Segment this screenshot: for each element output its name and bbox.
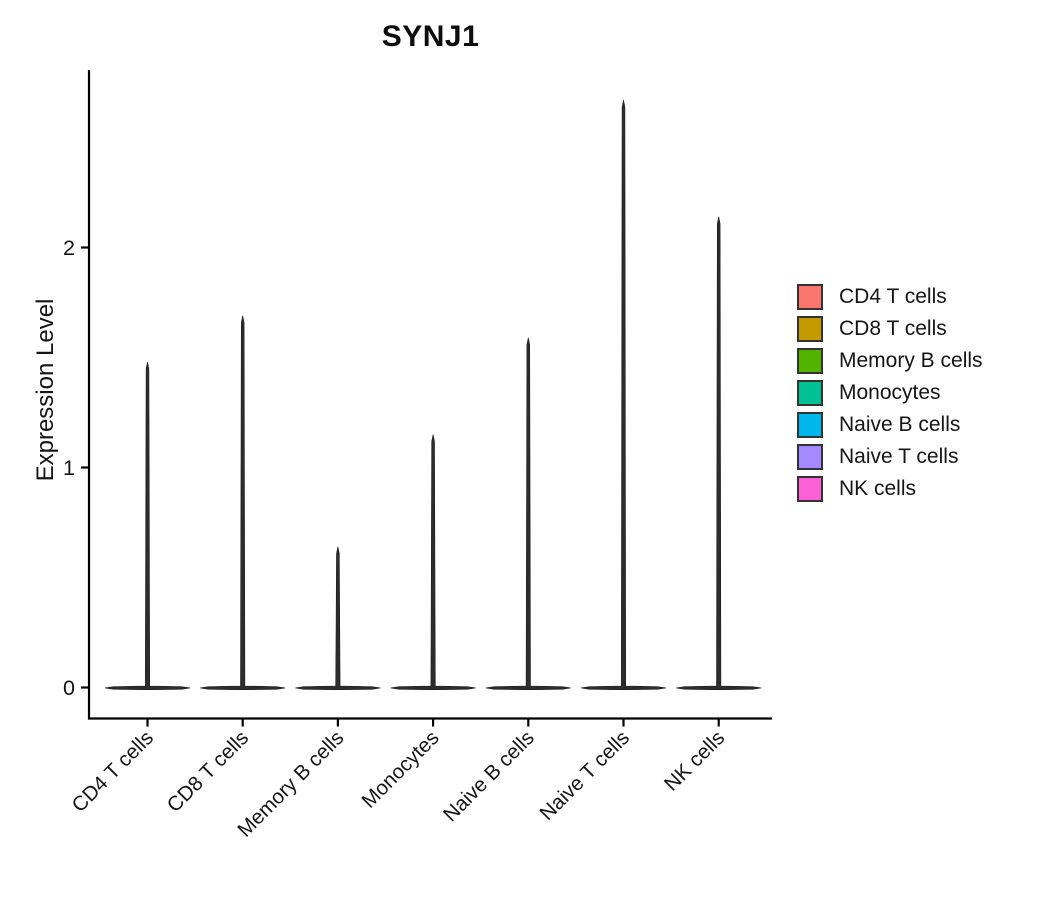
violin-monocytes bbox=[390, 434, 476, 691]
y-tick-label: 2 bbox=[63, 236, 75, 260]
legend-color-swatch bbox=[797, 315, 823, 342]
x-tick-label: Naive T cells bbox=[535, 726, 634, 825]
legend-color-swatch bbox=[797, 283, 823, 310]
violin-naive-b-cells bbox=[485, 337, 571, 691]
legend-label: CD8 T cells bbox=[839, 317, 947, 340]
legend-label: Memory B cells bbox=[839, 349, 983, 372]
legend-item: Naive B cells bbox=[797, 411, 983, 438]
violin-cd8-t-cells bbox=[200, 315, 286, 691]
x-tick-label: CD4 T cells bbox=[67, 726, 158, 817]
legend-color-swatch bbox=[797, 379, 823, 406]
legend-label: Naive B cells bbox=[839, 413, 961, 436]
legend-color-swatch bbox=[797, 475, 823, 502]
legend-item: Naive T cells bbox=[797, 443, 983, 470]
legend: CD4 T cells CD8 T cells Memory B cells Mono… bbox=[797, 283, 983, 502]
y-tick-label: 1 bbox=[63, 456, 75, 480]
legend-color-swatch bbox=[797, 347, 823, 374]
legend-label: Monocytes bbox=[839, 381, 941, 404]
x-tick-label: CD8 T cells bbox=[163, 726, 254, 817]
legend-color-swatch bbox=[797, 411, 823, 438]
x-tick-label: Naive B cells bbox=[439, 726, 539, 826]
violin-memory-b-cells bbox=[295, 546, 381, 691]
violin-nk-cells bbox=[676, 216, 762, 691]
violin-naive-t-cells bbox=[580, 100, 667, 691]
legend-item: Memory B cells bbox=[797, 347, 983, 374]
x-tick-label: Monocytes bbox=[357, 726, 443, 812]
legend-label: Naive T cells bbox=[839, 445, 959, 468]
legend-color-swatch bbox=[797, 443, 823, 470]
y-tick-label: 0 bbox=[63, 676, 75, 700]
legend-label: NK cells bbox=[839, 477, 917, 500]
violin-cd4-t-cells bbox=[104, 361, 191, 691]
legend-item: CD8 T cells bbox=[797, 315, 983, 342]
legend-item: NK cells bbox=[797, 475, 983, 502]
legend-item: Monocytes bbox=[797, 379, 983, 406]
x-tick-label: NK cells bbox=[660, 726, 729, 795]
chart-title: SYNJ1 bbox=[381, 20, 480, 53]
legend-label: CD4 T cells bbox=[839, 285, 947, 308]
legend-item: CD4 T cells bbox=[797, 283, 983, 310]
